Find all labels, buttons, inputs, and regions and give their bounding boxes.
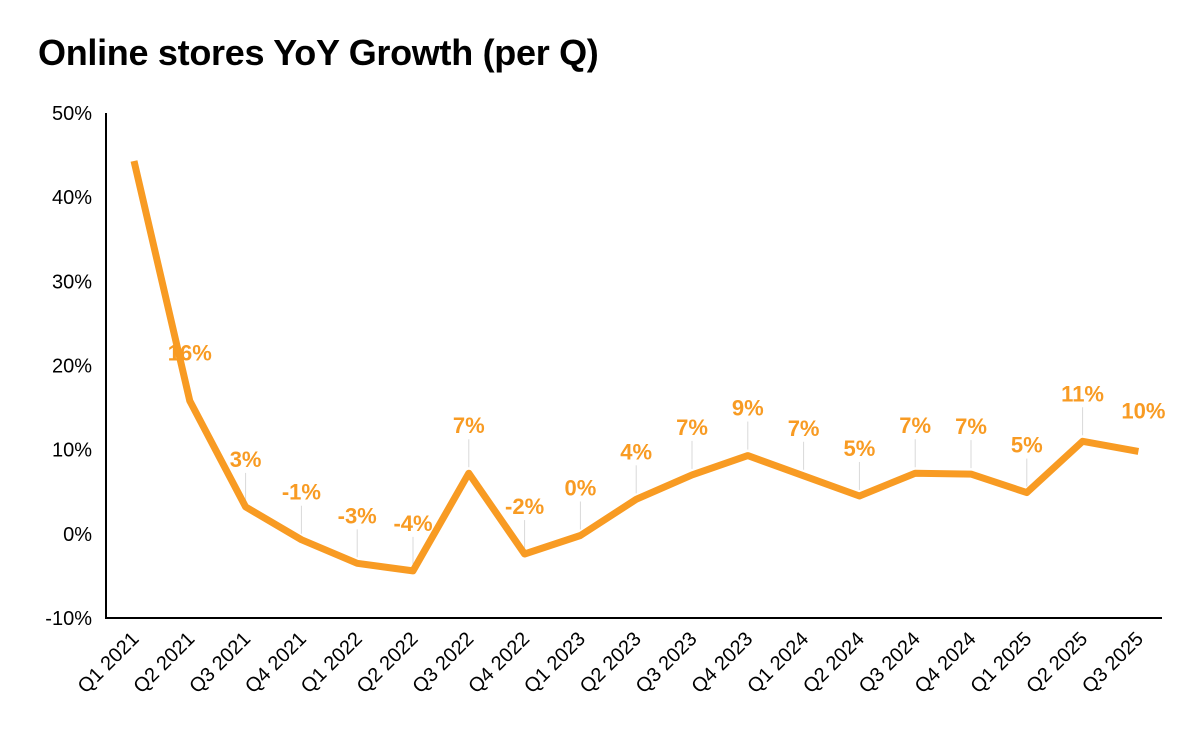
data-label: 7% — [788, 416, 820, 441]
x-tick-label: Q3 2024 — [855, 628, 925, 698]
y-tick-label: 50% — [52, 103, 92, 125]
data-label: 5% — [844, 436, 876, 461]
x-tick-label: Q2 2024 — [799, 628, 869, 698]
data-label: 5% — [1011, 433, 1043, 458]
data-label: -2% — [505, 494, 544, 519]
x-tick-label: Q1 2023 — [520, 628, 590, 698]
y-tick-label: 10% — [52, 440, 92, 462]
series-group — [130, 160, 1140, 575]
axes — [105, 113, 1162, 619]
x-tick-label: Q3 2021 — [185, 628, 255, 698]
data-label: -4% — [393, 511, 432, 536]
x-tick-label: Q4 2022 — [464, 628, 534, 698]
data-label: 4% — [620, 439, 652, 464]
data-label: -1% — [282, 480, 321, 505]
chart-title: Online stores YoY Growth (per Q) — [38, 32, 599, 73]
x-tick-label: Q2 2022 — [353, 628, 423, 698]
data-labels: 16% 3% -1% -3% -4% 7% -2% 0% 4% 7% 9% 7% 5% 7% 7% 5% 11%… — [168, 340, 1166, 535]
y-tick-label: 20% — [52, 356, 92, 378]
data-label: 11% — [1061, 381, 1104, 406]
x-tick-label: Q4 2024 — [911, 628, 981, 698]
x-tick-label: Q3 2025 — [1078, 628, 1148, 698]
x-tick-label: Q1 2024 — [743, 628, 813, 698]
data-label: -3% — [338, 503, 377, 528]
x-tick-label: Q1 2021 — [74, 628, 144, 698]
y-tick-label: 30% — [52, 271, 92, 293]
y-axis-ticks: 50% 40% 30% 20% 10% 0% -10% — [45, 103, 92, 630]
x-tick-label: Q3 2022 — [409, 628, 479, 698]
data-label: 10% — [1121, 398, 1165, 423]
x-tick-label: Q3 2023 — [632, 628, 702, 698]
x-tick-label: Q1 2022 — [297, 628, 367, 698]
data-label: 0% — [565, 476, 597, 501]
x-tick-label: Q4 2023 — [688, 628, 758, 698]
x-tick-label: Q2 2021 — [130, 628, 200, 698]
data-label: 7% — [955, 414, 987, 439]
x-tick-label: Q4 2021 — [241, 628, 311, 698]
y-tick-label: 0% — [63, 524, 92, 546]
data-label: 7% — [453, 413, 485, 438]
x-tick-label: Q2 2025 — [1022, 628, 1092, 698]
x-tick-label: Q1 2025 — [967, 628, 1037, 698]
y-tick-label: -10% — [45, 608, 92, 630]
data-label: 7% — [899, 413, 931, 438]
y-tick-label: 40% — [52, 187, 92, 209]
data-label: 3% — [230, 447, 262, 472]
series-line — [130, 160, 1140, 575]
data-label: 16% — [168, 340, 212, 365]
data-label: 9% — [732, 396, 764, 421]
data-label: 7% — [676, 415, 708, 440]
x-tick-label: Q2 2023 — [576, 628, 646, 698]
label-leader-lines — [245, 407, 1084, 565]
